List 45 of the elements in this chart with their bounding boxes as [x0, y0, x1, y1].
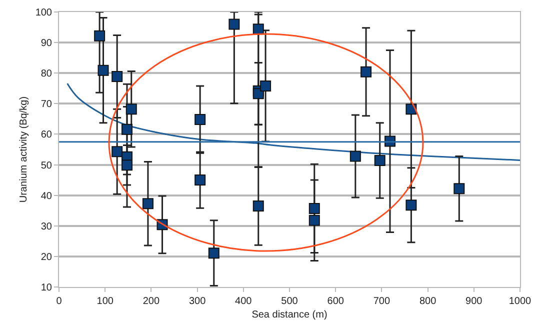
y-tick-label: 30	[40, 221, 52, 232]
x-tick-label: 700	[373, 296, 390, 307]
y-tick-label: 80	[40, 68, 52, 80]
point	[374, 155, 386, 166]
point	[194, 174, 206, 186]
point	[112, 146, 123, 158]
x-tick-label: 500	[281, 296, 298, 307]
x-tick-label: 900	[466, 296, 483, 307]
point	[308, 214, 320, 226]
point	[406, 200, 417, 211]
point	[94, 30, 106, 42]
point	[260, 80, 272, 92]
point	[122, 160, 132, 171]
point	[112, 70, 123, 82]
y-tick-label: 50	[40, 160, 52, 172]
point	[142, 198, 154, 210]
y-tick-label: 40	[40, 190, 52, 202]
point	[208, 248, 220, 259]
x-tick-label: 400	[235, 296, 252, 307]
point	[360, 66, 372, 78]
point	[252, 24, 264, 35]
point	[454, 183, 465, 194]
point	[194, 114, 206, 126]
y-tick-label: 10	[40, 282, 52, 294]
y-tick-label: 60	[40, 130, 52, 141]
x-tick-label: 1000	[508, 296, 532, 307]
y-tick-label: 20	[40, 252, 52, 263]
x-tick-label: 300	[188, 296, 206, 307]
point	[122, 124, 132, 135]
point	[98, 64, 109, 76]
x-tick-label: 800	[419, 296, 437, 307]
point	[350, 150, 361, 162]
point	[126, 104, 137, 115]
x-tick-label: 200	[142, 296, 160, 307]
x-tick-label: 0	[56, 296, 62, 307]
y-tick-label: 100	[35, 8, 52, 18]
y-tick-label: 70	[40, 99, 52, 110]
y-axis-title: Uranium activity (Bq/kg)	[18, 96, 30, 203]
x-tick-label: 600	[327, 296, 344, 307]
point	[252, 200, 264, 212]
x-axis-title: Sea distance (m)	[252, 310, 328, 320]
point	[228, 18, 240, 30]
point	[308, 202, 320, 214]
y-tick-label: 90	[40, 38, 52, 50]
x-tick-label: 100	[96, 296, 114, 307]
